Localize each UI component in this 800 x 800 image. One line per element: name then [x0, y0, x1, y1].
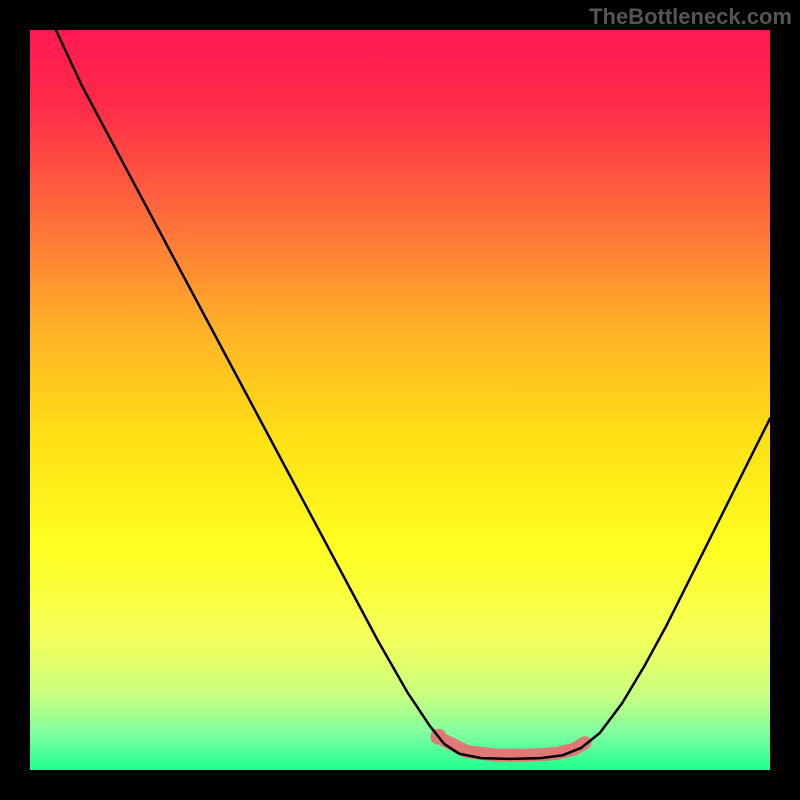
watermark-text: TheBottleneck.com: [589, 4, 792, 30]
chart-curves: [30, 30, 770, 770]
bottleneck-curve: [56, 30, 770, 759]
plot-area: [30, 30, 770, 770]
highlight-segment: [444, 740, 585, 755]
